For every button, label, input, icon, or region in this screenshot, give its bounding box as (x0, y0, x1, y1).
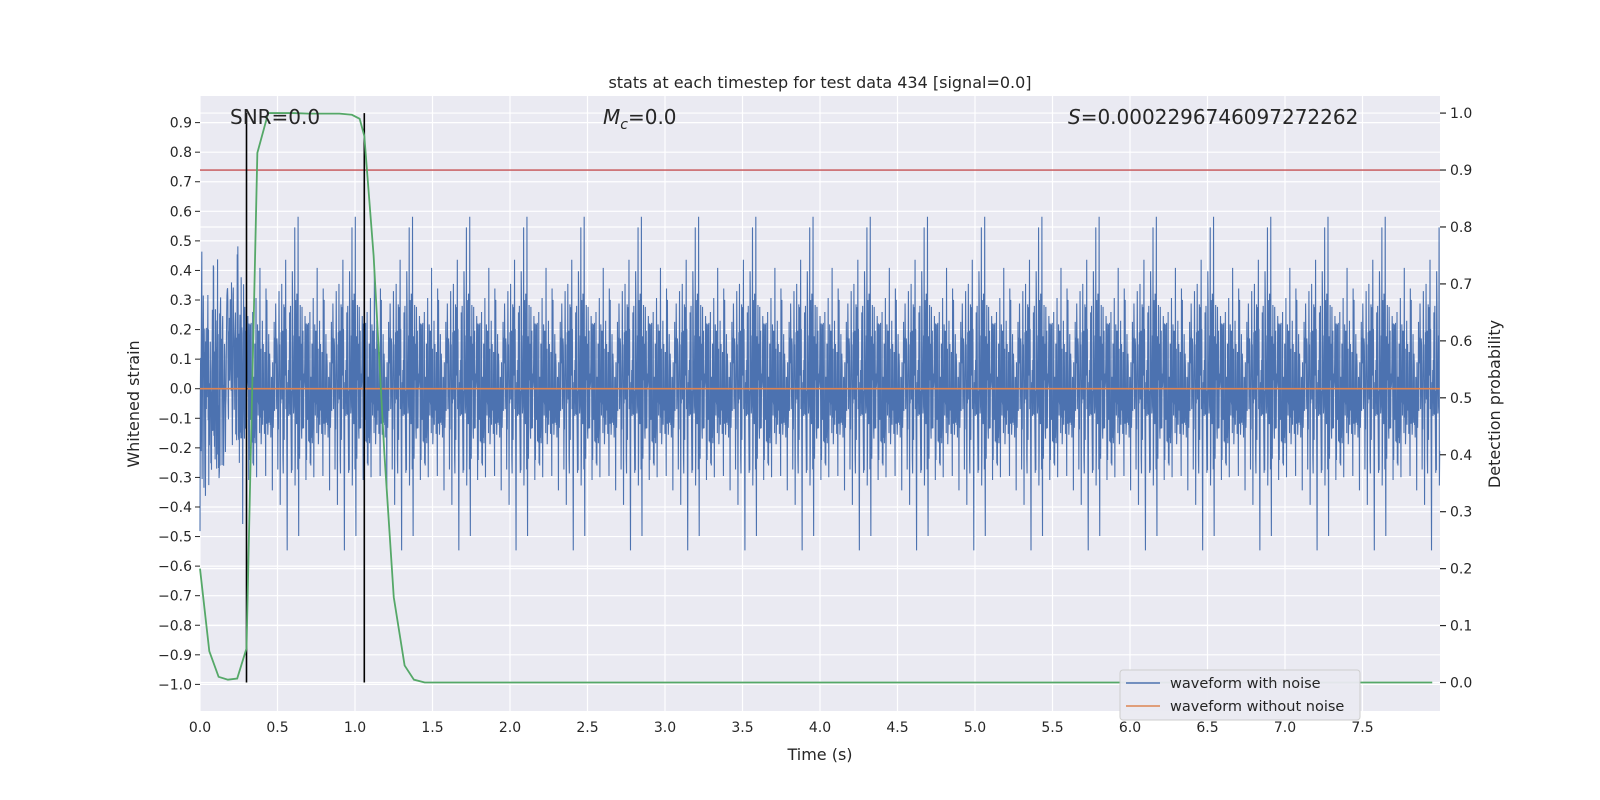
right-tick-label: 0.7 (1450, 277, 1472, 293)
y-axis-label: Whitened strain (124, 340, 143, 467)
y-tick-label: 0.2 (170, 323, 192, 339)
y-tick-label: −0.1 (158, 411, 192, 427)
y-tick-label: 0.9 (170, 116, 192, 132)
right-axis-label: Detection probability (1485, 320, 1504, 488)
y-tick-label: 0.3 (170, 293, 192, 309)
x-tick-label: 4.5 (886, 720, 908, 736)
chart-title: stats at each timestep for test data 434… (608, 73, 1031, 92)
snr-annotation: SNR=0.0 (230, 105, 320, 129)
right-tick-label: 1.0 (1450, 106, 1472, 122)
score-value: =0.0002296746097272262 (1081, 105, 1359, 129)
y-tick-label: 0.0 (170, 382, 192, 398)
right-tick-label: 0.1 (1450, 619, 1472, 635)
y-tick-label: −0.2 (158, 441, 192, 457)
x-tick-label: 4.0 (809, 720, 831, 736)
y-tick-label: 0.1 (170, 352, 192, 368)
legend-label-noise: waveform with noise (1170, 676, 1321, 692)
x-tick-label: 5.5 (1041, 720, 1063, 736)
x-axis-label: Time (s) (786, 745, 852, 764)
legend: waveform with noise waveform without noi… (1119, 669, 1361, 721)
right-tick-label: 0.5 (1450, 391, 1472, 407)
x-axis-ticks: 0.0 0.5 1.0 1.5 2.0 2.5 3.0 3.5 4.0 4.5 5.0 5.5 6.0 6… (189, 720, 1374, 736)
y-tick-label: 0.4 (170, 263, 192, 279)
right-tick-label: 0.6 (1450, 334, 1472, 350)
x-tick-label: 6.0 (1119, 720, 1141, 736)
x-tick-label: 5.0 (964, 720, 986, 736)
x-tick-label: 2.5 (576, 720, 598, 736)
x-tick-label: 7.0 (1274, 720, 1296, 736)
y-tick-label: −0.5 (158, 530, 192, 546)
y-tick-label: 0.5 (170, 234, 192, 250)
chirp-mass-annotation: Mc=0.0 (603, 105, 677, 133)
vertical-markers (245, 113, 366, 683)
right-tick-label: 0.3 (1450, 505, 1472, 521)
x-tick-label: 3.5 (731, 720, 753, 736)
x-tick-label: 1.0 (344, 720, 366, 736)
x-tick-label: 2.0 (499, 720, 521, 736)
y-tick-label: −0.6 (158, 559, 192, 575)
y-tick-label: −0.7 (158, 589, 192, 605)
x-tick-label: 3.0 (654, 720, 676, 736)
detection-probability-line (199, 112, 1433, 684)
right-axis-ticks: 1.0 0.9 0.8 0.7 0.6 0.5 0.4 0.3 0.2 0.1 0.0 (1440, 106, 1472, 692)
score-symbol: S (1068, 105, 1081, 129)
right-tick-label: 0.8 (1450, 220, 1472, 236)
detection-probability-series (199, 112, 1433, 684)
x-tick-label: 0.0 (189, 720, 211, 736)
y-tick-label: −0.9 (158, 648, 192, 664)
x-tick-label: 6.5 (1196, 720, 1218, 736)
y-tick-label: 0.7 (170, 175, 192, 191)
y-tick-label: −0.4 (158, 500, 192, 516)
chirp-mass-subscript: c (620, 117, 628, 133)
chirp-mass-value: =0.0 (628, 105, 677, 129)
chirp-mass-symbol: M (603, 105, 620, 129)
y-tick-label: −0.3 (158, 470, 192, 486)
legend-label-clean: waveform without noise (1170, 699, 1344, 715)
x-tick-label: 7.5 (1351, 720, 1373, 736)
x-tick-label: 0.5 (266, 720, 288, 736)
y-tick-label: −0.8 (158, 618, 192, 634)
right-tick-label: 0.4 (1450, 448, 1472, 464)
legend-box (1119, 669, 1361, 721)
right-tick-label: 0.9 (1450, 163, 1472, 179)
y-tick-label: −1.0 (158, 677, 192, 693)
right-tick-label: 0.2 (1450, 562, 1472, 578)
right-tick-label: 0.0 (1450, 676, 1472, 692)
score-annotation: S=0.0002296746097272262 (1068, 105, 1358, 129)
y-tick-label: 0.6 (170, 204, 192, 220)
y-axis-ticks: 0.9 0.8 0.7 0.6 0.5 0.4 0.3 0.2 0.1 0.0 −0.1 −0.2 −0… (158, 116, 200, 693)
y-tick-label: 0.8 (170, 145, 192, 161)
x-tick-label: 1.5 (421, 720, 443, 736)
